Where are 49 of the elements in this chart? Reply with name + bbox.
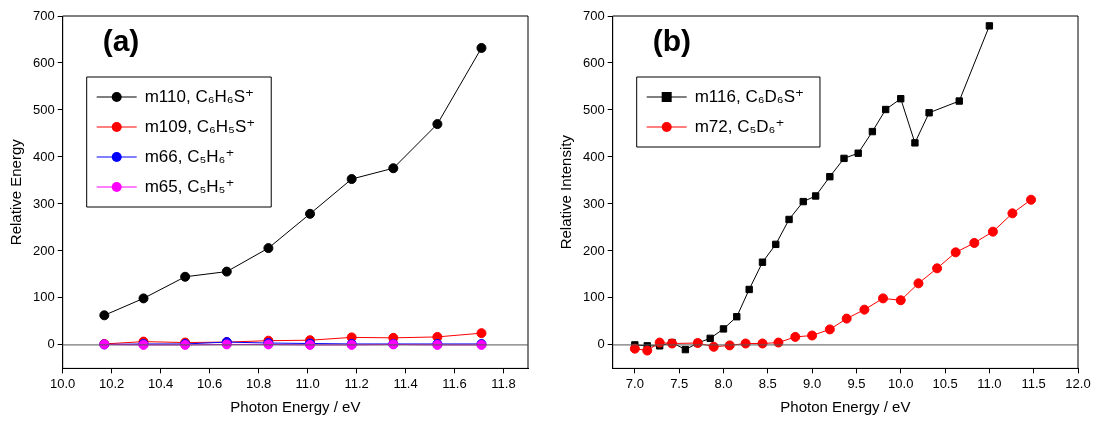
x-tick-label: 12.0 [1065, 375, 1091, 391]
x-tick-label: 7.0 [625, 375, 644, 391]
x-tick-label: 11.5 [1021, 375, 1046, 391]
x-tick-label: 9.0 [803, 375, 822, 391]
x-tick-label: 9.5 [847, 375, 866, 391]
x-tick-label: 10.2 [99, 375, 125, 391]
x-tick-label: 8.0 [714, 375, 733, 391]
x-tick-label: 11.8 [491, 375, 516, 391]
x-tick-label: 10.4 [147, 375, 174, 391]
y-tick-label: 400 [582, 148, 605, 164]
legend-label: m65, C₅H₅⁺ [144, 176, 235, 196]
legend-label: m66, C₅H₆⁺ [144, 146, 235, 166]
x-tick-label: 7.5 [670, 375, 689, 391]
x-tick-label: 11.4 [393, 375, 418, 391]
x-tick-label: 10.5 [932, 375, 958, 391]
y-axis-title: Relative Intensity [557, 134, 575, 250]
x-axis-title: Photon Energy / eV [780, 398, 911, 416]
x-tick-label: 10.8 [245, 375, 272, 391]
y-tick-label: 0 [597, 336, 605, 352]
y-tick-label: 200 [582, 242, 605, 258]
x-tick-label: 10.0 [888, 375, 914, 391]
x-tick-label: 11.0 [295, 375, 320, 391]
legend-label: m110, C₆H₆S⁺ [144, 86, 254, 106]
x-axis-title: Photon Energy / eV [230, 398, 361, 416]
y-axis-title: Relative Energy [7, 138, 25, 246]
y-tick-label: 100 [32, 289, 55, 305]
annotation: (b) [652, 24, 691, 58]
y-tick-label: 600 [582, 54, 605, 70]
legend-label: m109, C₆H₅S⁺ [144, 116, 256, 136]
legend-label: m72, C₅D₆⁺ [694, 116, 785, 136]
y-tick-label: 700 [582, 7, 605, 23]
y-tick-label: 500 [32, 101, 55, 117]
y-tick-label: 300 [32, 195, 55, 211]
y-tick-label: 100 [582, 289, 605, 305]
y-tick-label: 200 [32, 242, 55, 258]
x-tick-label: 10.6 [196, 375, 223, 391]
x-tick-label: 11.0 [977, 375, 1002, 391]
x-tick-label: 10.0 [50, 375, 76, 391]
legend-label: m116, C₆D₆S⁺ [694, 86, 804, 106]
y-tick-label: 500 [582, 101, 605, 117]
x-tick-label: 8.5 [758, 375, 777, 391]
x-tick-label: 11.2 [344, 375, 369, 391]
y-tick-label: 300 [582, 195, 605, 211]
y-tick-label: 700 [32, 7, 55, 23]
x-tick-label: 11.6 [442, 375, 467, 391]
y-tick-label: 0 [47, 336, 55, 352]
annotation: (a) [102, 24, 140, 58]
y-tick-label: 600 [32, 54, 55, 70]
y-tick-label: 400 [32, 148, 55, 164]
